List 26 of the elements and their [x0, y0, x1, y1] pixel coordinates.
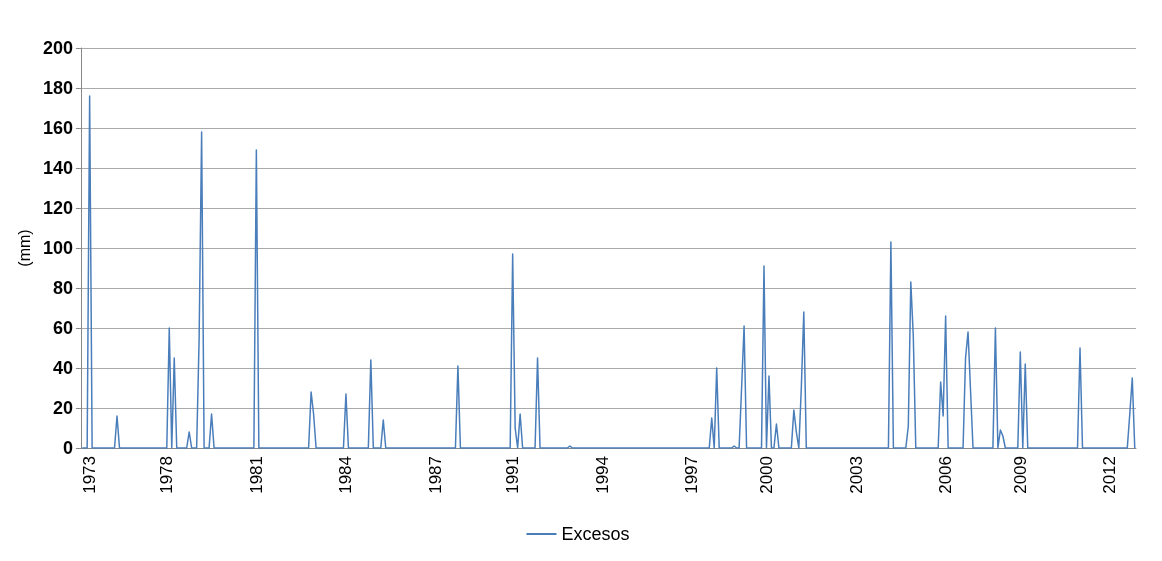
x-tick-label: 1981: [246, 456, 266, 494]
y-tick-label: 100: [42, 238, 73, 258]
x-tick-label: 2000: [756, 456, 776, 494]
x-tick-label: 1984: [336, 456, 356, 494]
y-tick-label: 120: [42, 198, 73, 218]
x-tick-label: 1997: [682, 456, 702, 494]
y-tick-label: 200: [42, 38, 73, 58]
y-tick-label: 20: [52, 398, 73, 418]
x-tick-label: 2003: [846, 456, 866, 494]
x-tick-label: 1991: [503, 456, 523, 494]
y-tick-label: 80: [52, 278, 73, 298]
y-tick-label: 180: [42, 78, 73, 98]
legend-label: Excesos: [561, 524, 630, 544]
x-tick-label: 2006: [936, 456, 956, 494]
y-tick-label: 40: [52, 358, 73, 378]
x-tick-label: 2012: [1100, 456, 1120, 494]
y-tick-label: 0: [62, 438, 73, 458]
x-tick-label: 1994: [592, 456, 612, 494]
x-tick-label: 1987: [426, 456, 446, 494]
x-tick-label: 1978: [157, 456, 177, 494]
y-tick-label: 160: [42, 118, 73, 138]
x-tick-label: 1973: [80, 456, 100, 494]
y-tick-label: 60: [52, 318, 73, 338]
x-tick-label: 2009: [1010, 456, 1030, 494]
y-tick-label: 140: [42, 158, 73, 178]
y-axis-title: (mm): [15, 229, 33, 267]
